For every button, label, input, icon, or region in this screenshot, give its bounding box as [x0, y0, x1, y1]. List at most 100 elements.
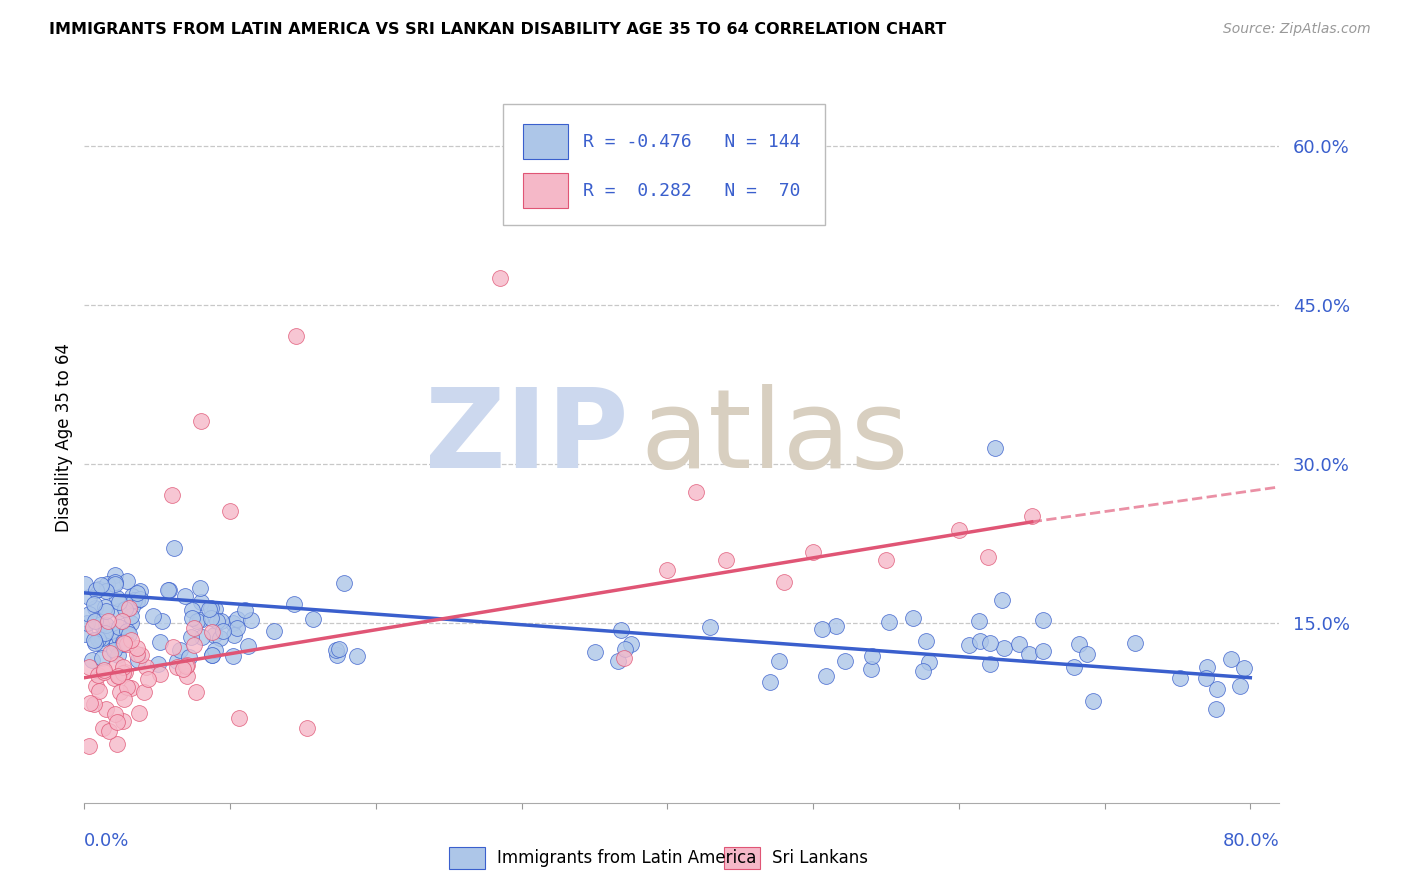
Point [190, 595, 212, 609]
Point [209, 615, 232, 629]
Point [93, 665, 115, 679]
Point [176, 658, 198, 673]
Bar [523, 173, 568, 208]
Point [222, 628, 245, 642]
Point [86, 632, 108, 646]
Text: ZIP: ZIP [425, 384, 628, 491]
Point [103, 671, 125, 685]
Point [110, 684, 132, 698]
Point [233, 603, 256, 617]
Point [96, 702, 118, 716]
Point [120, 632, 142, 647]
Text: 80.0%: 80.0% [1223, 832, 1279, 850]
Point [117, 574, 139, 589]
Point [129, 584, 152, 599]
Point [77, 660, 100, 674]
Point [118, 626, 141, 640]
Point [333, 575, 356, 590]
Point [90, 578, 112, 592]
Point [488, 271, 510, 285]
Point [94, 618, 117, 632]
Point [607, 654, 630, 668]
Text: IMMIGRANTS FROM LATIN AMERICA VS SRI LANKAN DISABILITY AGE 35 TO 64 CORRELATION : IMMIGRANTS FROM LATIN AMERICA VS SRI LAN… [49, 22, 946, 37]
Point [1229, 679, 1251, 693]
Point [1195, 671, 1218, 685]
Point [89, 582, 111, 596]
Point [104, 638, 127, 652]
Point [89, 684, 111, 698]
Point [860, 648, 883, 663]
Point [83, 600, 105, 615]
Point [1205, 702, 1227, 716]
Point [120, 609, 142, 624]
Text: 0.0%: 0.0% [84, 832, 129, 850]
Point [108, 595, 131, 609]
Point [200, 600, 222, 615]
Point [83, 697, 105, 711]
Point [284, 329, 307, 343]
Point [166, 660, 188, 674]
Point [619, 637, 641, 651]
Point [773, 574, 796, 589]
Point [208, 631, 231, 645]
Point [222, 648, 245, 663]
Point [699, 620, 721, 634]
Point [163, 541, 186, 555]
Point [200, 611, 222, 625]
Point [177, 649, 200, 664]
Point [815, 669, 838, 683]
Point [174, 589, 197, 603]
Point [125, 647, 148, 661]
Point [83, 636, 105, 650]
Point [115, 637, 138, 651]
Point [228, 711, 250, 725]
Point [875, 553, 897, 567]
Point [77, 739, 100, 753]
Text: atlas: atlas [640, 384, 908, 491]
Point [108, 668, 131, 682]
Point [112, 634, 135, 648]
Point [90, 616, 112, 631]
Point [1195, 659, 1218, 673]
Point [79, 696, 101, 710]
Point [326, 648, 349, 663]
Point [104, 575, 127, 590]
Point [219, 504, 242, 518]
Point [1081, 694, 1104, 708]
Point [1018, 647, 1040, 661]
Point [181, 611, 204, 625]
Text: Sri Lankans: Sri Lankans [772, 849, 868, 867]
Point [120, 681, 142, 695]
Point [948, 523, 970, 537]
Point [263, 624, 285, 639]
Point [993, 641, 1015, 656]
Point [984, 441, 1007, 455]
Point [328, 642, 350, 657]
Point [714, 553, 737, 567]
Point [90, 637, 112, 651]
Point [914, 634, 936, 648]
Point [825, 619, 848, 633]
Point [186, 614, 208, 628]
Point [149, 635, 172, 649]
Point [768, 654, 790, 668]
Point [283, 597, 305, 611]
Point [967, 614, 990, 628]
Point [1206, 682, 1229, 697]
Text: Immigrants from Latin America: Immigrants from Latin America [496, 849, 756, 867]
Point [93, 663, 115, 677]
Point [172, 662, 194, 676]
Point [1168, 671, 1191, 685]
Point [859, 662, 882, 676]
Point [157, 583, 180, 598]
Point [1063, 660, 1085, 674]
Point [117, 681, 139, 695]
Point [129, 592, 152, 607]
Point [108, 630, 131, 644]
Point [657, 563, 679, 577]
Point [103, 643, 125, 657]
Point [346, 649, 368, 664]
Point [202, 628, 225, 642]
Point [169, 643, 191, 657]
Point [834, 654, 856, 668]
